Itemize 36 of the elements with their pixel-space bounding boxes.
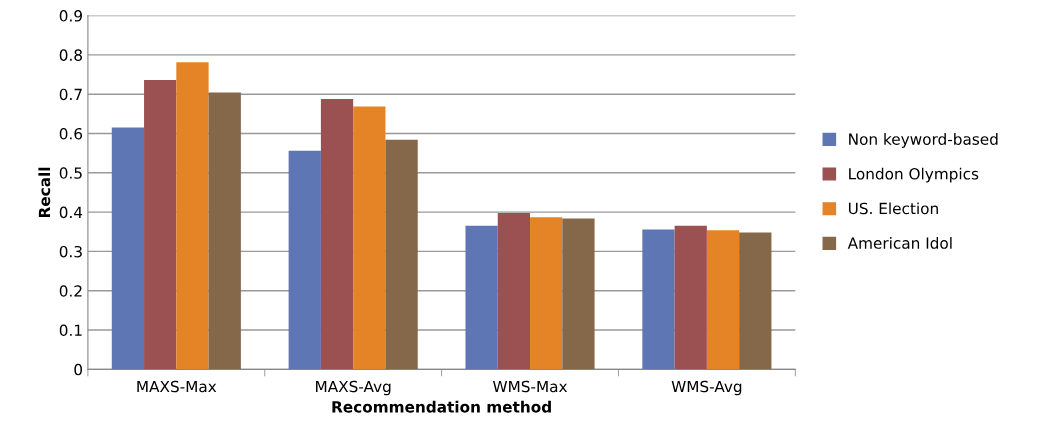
bar <box>353 106 386 370</box>
y-tick-label: 0.9 <box>59 10 82 22</box>
y-tick-label: 0.3 <box>59 245 82 258</box>
bar <box>111 127 145 370</box>
bar <box>674 225 707 370</box>
bar <box>497 212 531 370</box>
bar <box>739 232 772 370</box>
x-tick-label: MAXS-Avg <box>316 380 391 396</box>
x-tick-label: WMS-Max <box>493 380 568 393</box>
x-tick-label: MAXS-Max <box>137 380 217 393</box>
x-axis-title: Recommendation method <box>332 400 551 413</box>
bar <box>144 80 177 370</box>
y-axis-title: Recall <box>38 167 51 218</box>
y-tick-label: 0.2 <box>59 285 82 297</box>
bar <box>530 217 563 370</box>
bar <box>642 229 675 370</box>
y-tick-label: 0.6 <box>59 127 83 140</box>
bar <box>320 98 354 370</box>
legend-label: US. Election <box>848 202 938 215</box>
y-tick-label: 0.7 <box>59 88 82 101</box>
y-tick-label: 0 <box>74 363 83 376</box>
y-tick-label: 0.8 <box>59 49 82 61</box>
legend-label: Non keyword-based <box>849 133 998 148</box>
bar <box>465 225 498 370</box>
y-tick-label: 0.1 <box>59 324 82 337</box>
bar <box>176 62 209 370</box>
legend-label: London Olympics <box>849 167 979 183</box>
x-tick-label: WMS-Avg <box>671 380 742 396</box>
legend-label: American Idol <box>847 237 952 249</box>
bar <box>706 230 740 370</box>
bar <box>385 139 418 370</box>
bar <box>288 150 321 370</box>
y-tick-label: 0.4 <box>59 206 83 219</box>
bar <box>562 218 595 370</box>
y-tick-label: 0.5 <box>59 167 82 179</box>
bar <box>208 92 241 370</box>
